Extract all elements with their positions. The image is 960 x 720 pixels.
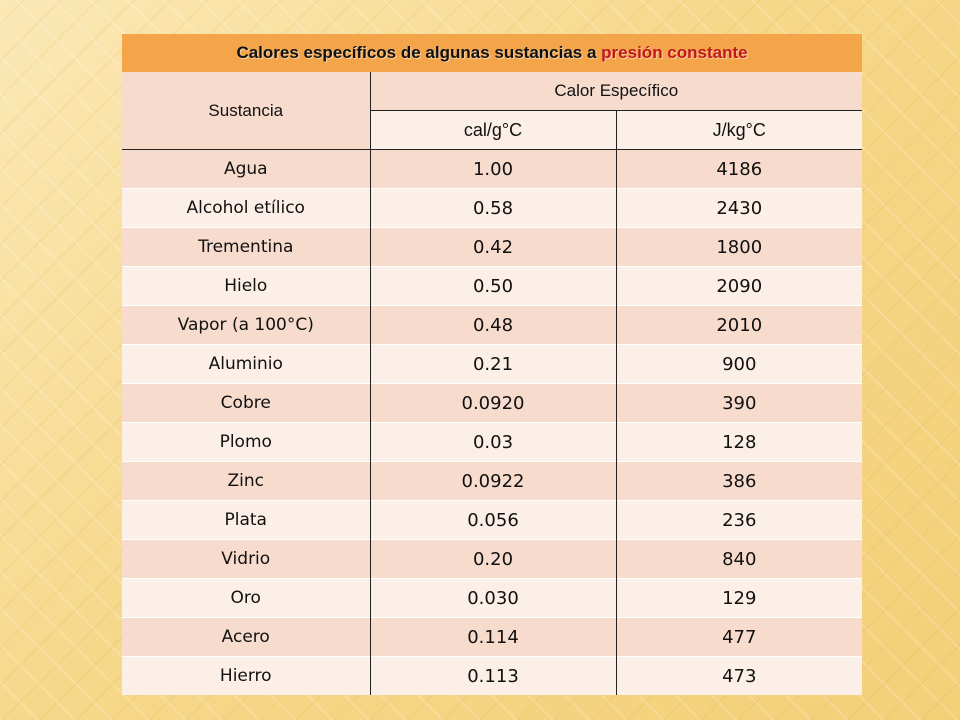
j-value-cell: 473 [615, 656, 863, 695]
table-row: Trementina 0.42 1800 [122, 227, 863, 267]
table-row: Alcohol etílico 0.58 2430 [122, 188, 863, 228]
j-value-cell: 236 [615, 500, 863, 540]
specific-heat-table: Calores específicos de algunas sustancia… [122, 34, 863, 695]
j-value-cell: 128 [615, 422, 863, 462]
header-specific-heat: Calor Específico [369, 72, 863, 111]
substance-cell: Plomo [122, 422, 370, 462]
table-row: Oro 0.030 129 [122, 578, 863, 618]
cal-value-cell: 1.00 [369, 149, 616, 189]
j-value-cell: 1800 [615, 227, 863, 267]
table-row: Zinc 0.0922 386 [122, 461, 863, 501]
cal-value-cell: 0.113 [369, 656, 616, 695]
table-title: Calores específicos de algunas sustancia… [122, 34, 863, 72]
table-row: Aluminio 0.21 900 [122, 344, 863, 384]
header-row: Sustancia Calor Específico [122, 72, 863, 150]
cal-value-cell: 0.42 [369, 227, 616, 267]
cal-value-cell: 0.114 [369, 617, 616, 657]
j-value-cell: 2430 [615, 188, 863, 228]
header-unit-cal: cal/g°C [369, 110, 616, 150]
cal-value-cell: 0.03 [369, 422, 616, 462]
substance-cell: Aluminio [122, 344, 370, 384]
j-value-cell: 900 [615, 344, 863, 384]
j-value-cell: 386 [615, 461, 863, 501]
table-row: Hierro 0.113 473 [122, 656, 863, 695]
j-value-cell: 4186 [615, 149, 863, 189]
substance-cell: Plata [122, 500, 370, 540]
cal-value-cell: 0.48 [369, 305, 616, 345]
j-value-cell: 2010 [615, 305, 863, 345]
table-row: Hielo 0.50 2090 [122, 266, 863, 306]
j-value-cell: 129 [615, 578, 863, 618]
substance-cell: Agua [122, 149, 370, 189]
cal-value-cell: 0.20 [369, 539, 616, 579]
substance-cell: Vidrio [122, 539, 370, 579]
table-body: Calores específicos de algunas sustancia… [122, 34, 863, 695]
table-row: Acero 0.114 477 [122, 617, 863, 657]
table-row: Plata 0.056 236 [122, 500, 863, 540]
header-substance: Sustancia [122, 72, 370, 150]
units-row: cal/g°C J/kg°C [122, 110, 863, 150]
table-row: Vapor (a 100°C) 0.48 2010 [122, 305, 863, 345]
cal-value-cell: 0.030 [369, 578, 616, 618]
cal-value-cell: 0.0920 [369, 383, 616, 423]
cal-value-cell: 0.0922 [369, 461, 616, 501]
j-value-cell: 390 [615, 383, 863, 423]
cal-value-cell: 0.58 [369, 188, 616, 228]
header-unit-j: J/kg°C [615, 110, 863, 150]
j-value-cell: 477 [615, 617, 863, 657]
table-row: Plomo 0.03 128 [122, 422, 863, 462]
table-row: Agua 1.00 4186 [122, 149, 863, 189]
substance-cell: Zinc [122, 461, 370, 501]
cal-value-cell: 0.21 [369, 344, 616, 384]
substance-cell: Vapor (a 100°C) [122, 305, 370, 345]
title-accent-text: presión constante [601, 43, 748, 62]
substance-cell: Alcohol etílico [122, 188, 370, 228]
substance-cell: Acero [122, 617, 370, 657]
table-row: Vidrio 0.20 840 [122, 539, 863, 579]
table-row: Cobre 0.0920 390 [122, 383, 863, 423]
substance-cell: Hierro [122, 656, 370, 695]
cal-value-cell: 0.50 [369, 266, 616, 306]
j-value-cell: 840 [615, 539, 863, 579]
cal-value-cell: 0.056 [369, 500, 616, 540]
title-row: Calores específicos de algunas sustancia… [122, 34, 863, 72]
title-text: Calores específicos de algunas sustancia… [236, 43, 602, 62]
substance-cell: Hielo [122, 266, 370, 306]
j-value-cell: 2090 [615, 266, 863, 306]
substance-cell: Cobre [122, 383, 370, 423]
substance-cell: Trementina [122, 227, 370, 267]
substance-cell: Oro [122, 578, 370, 618]
